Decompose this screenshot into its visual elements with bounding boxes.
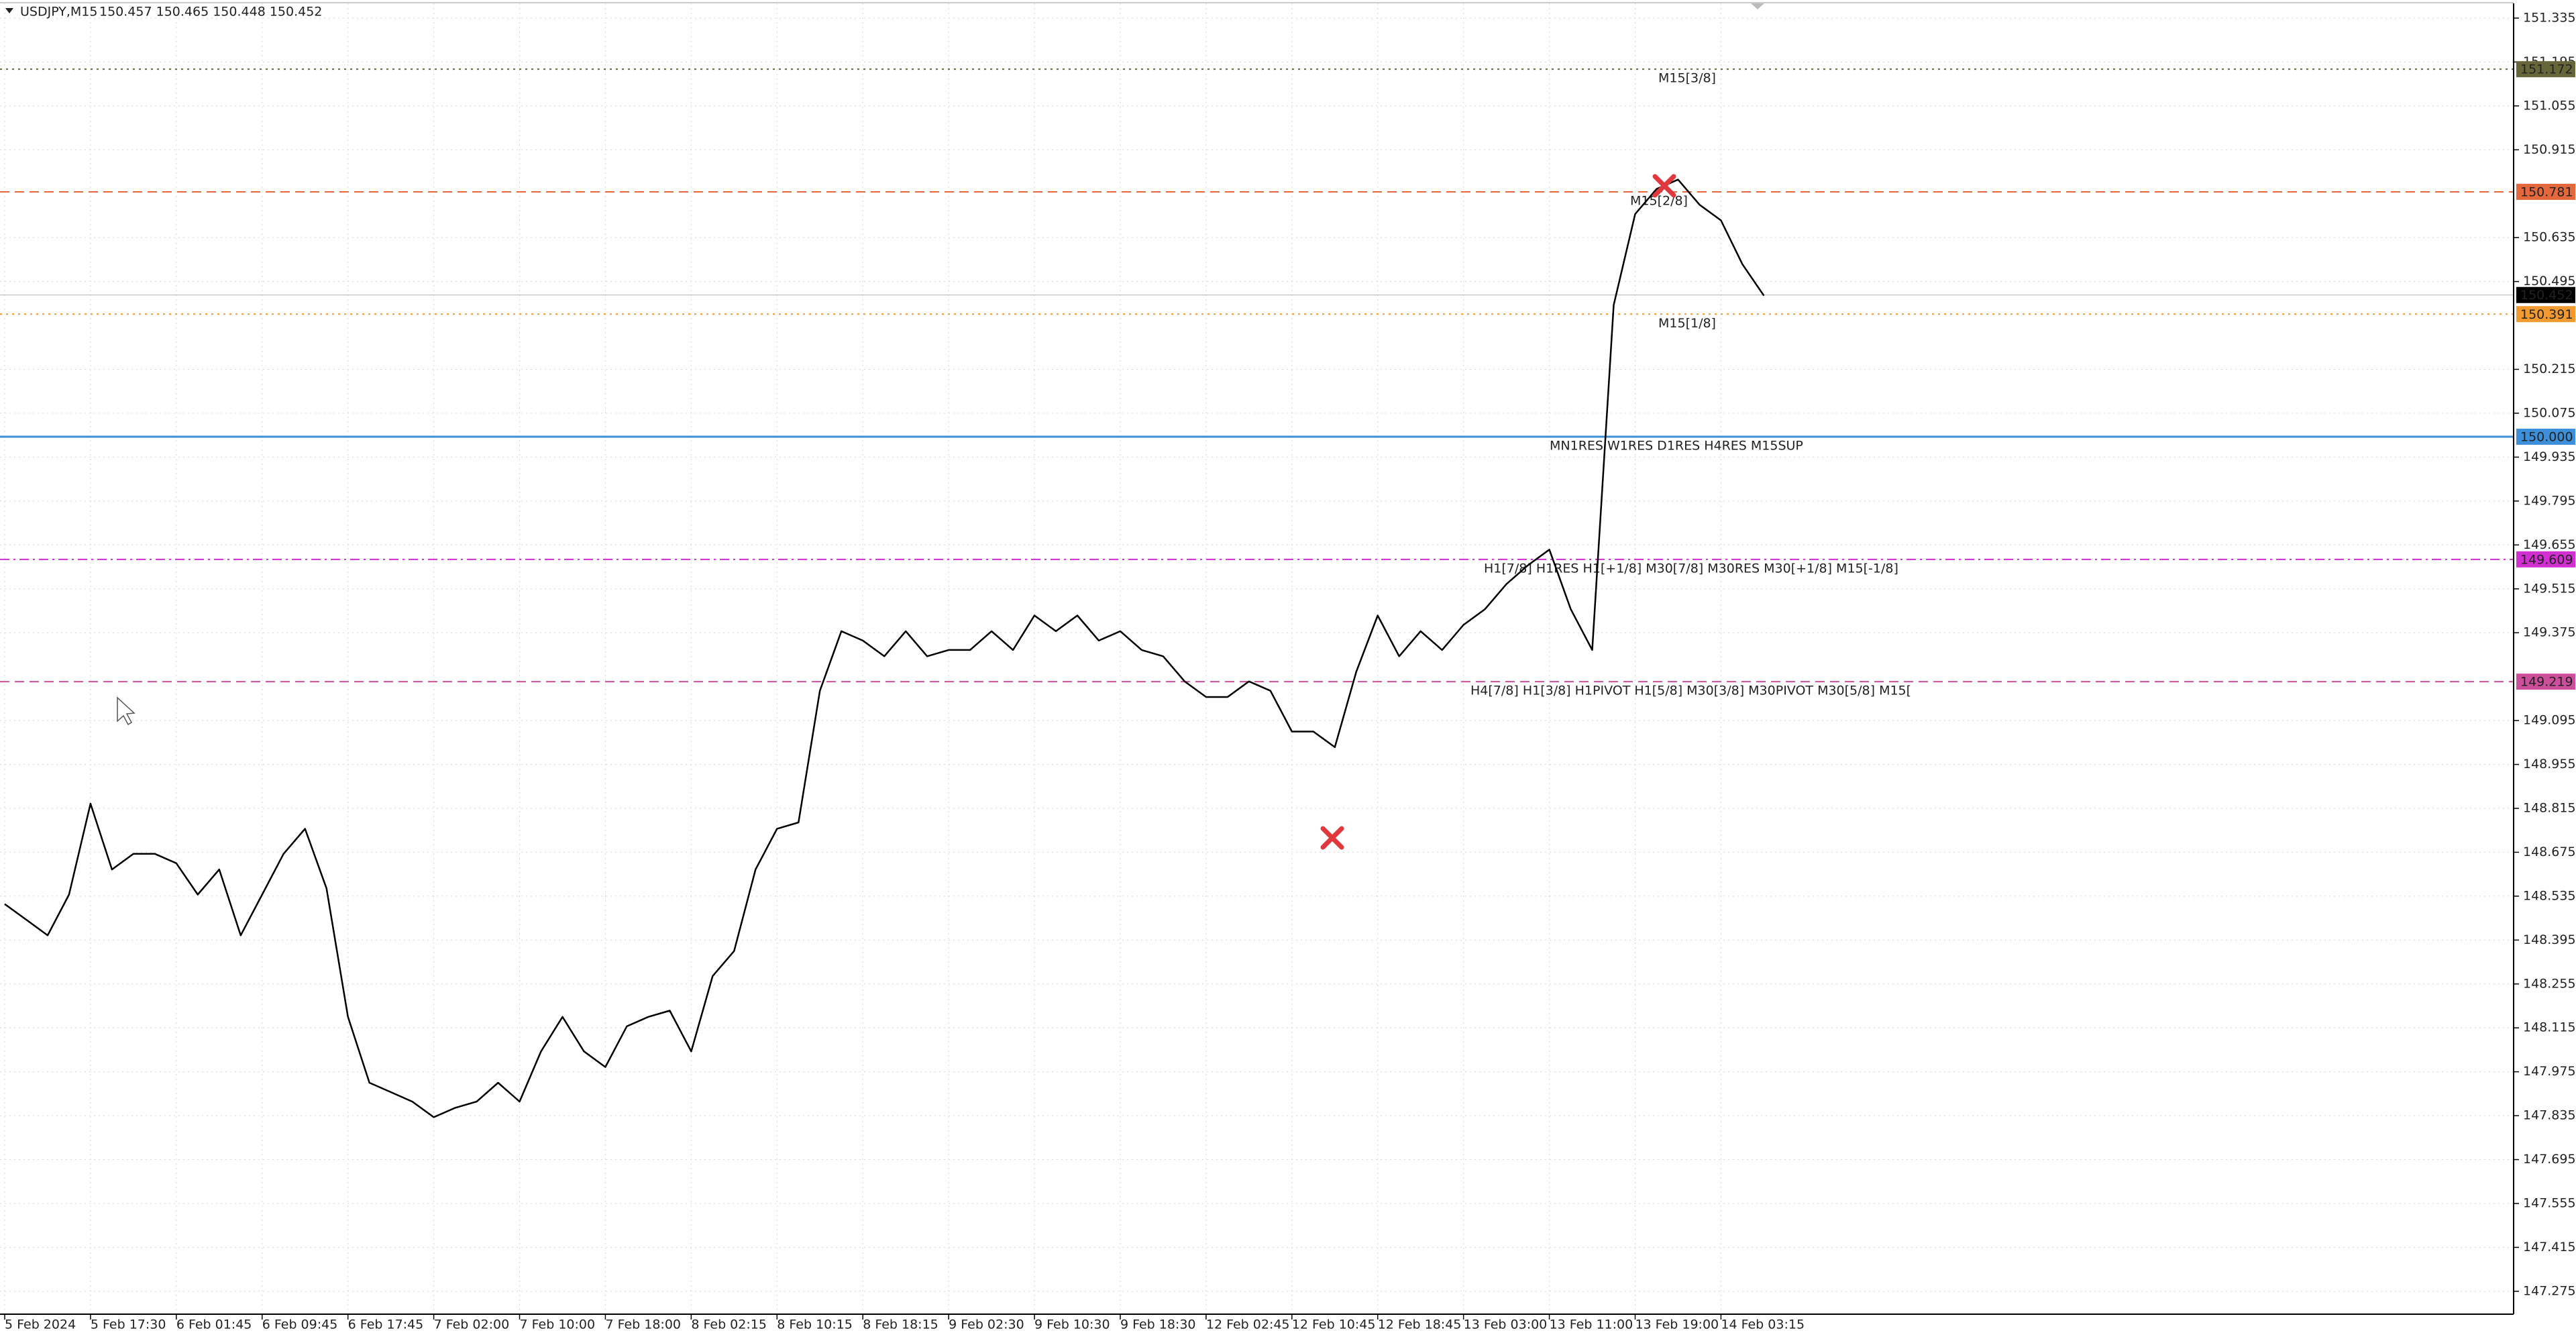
y-tick-label: 149.095 <box>2523 713 2576 728</box>
level-price-box <box>2516 183 2575 200</box>
series <box>4 178 1765 1118</box>
chart-subtitle: 150.457 150.465 150.448 150.452 <box>99 5 322 19</box>
level-name: M15[2/8] <box>1630 193 1688 208</box>
levels: M15[3/8] M15[2/8] M15[1/8] MN1RES W1RES D1R… <box>0 68 2514 698</box>
y-tick-label: 147.835 <box>2523 1108 2576 1123</box>
y-tick-label: 148.395 <box>2523 932 2576 947</box>
y-tick-label: 147.555 <box>2523 1195 2576 1210</box>
y-tick-label: 150.635 <box>2523 230 2576 245</box>
x-tick-label: 12 Feb 10:45 <box>1292 1318 1376 1332</box>
x-tick-label: 7 Feb 02:00 <box>434 1318 510 1332</box>
y-tick-label: 148.955 <box>2523 757 2576 771</box>
symbol-menu-arrow[interactable] <box>5 8 13 13</box>
x-tick-label: 8 Feb 18:15 <box>863 1318 938 1332</box>
level-price-label: 150.781 <box>2520 184 2573 199</box>
level-price-label: 149.609 <box>2520 552 2573 567</box>
y-tick-label: 150.075 <box>2523 405 2576 420</box>
y-tick-label: 149.795 <box>2523 493 2576 508</box>
x-tick-label: 9 Feb 02:30 <box>949 1318 1024 1332</box>
x-tick-label: 8 Feb 10:15 <box>777 1318 853 1332</box>
level-name: M15[1/8] <box>1658 316 1716 331</box>
level-price-label: 151.172 <box>2520 62 2573 77</box>
level-price-label: 150.000 <box>2520 430 2573 445</box>
y-tick-label: 149.655 <box>2523 537 2576 552</box>
x-tick-label: 6 Feb 09:45 <box>262 1318 338 1332</box>
level-name: M15[3/8] <box>1658 71 1716 86</box>
y-tick-label: 149.515 <box>2523 581 2576 596</box>
level-price-box <box>2516 551 2575 568</box>
x-tick-label: 12 Feb 02:45 <box>1206 1318 1290 1332</box>
level-price-label: 149.219 <box>2520 675 2573 690</box>
trade-marker <box>1320 826 1344 850</box>
level-price-box <box>2516 429 2575 445</box>
y-tick-label: 151.335 <box>2523 10 2576 25</box>
level-price-box <box>2516 61 2575 78</box>
last-price-box <box>2516 286 2575 303</box>
y-tick-label: 147.975 <box>2523 1064 2576 1079</box>
y-tick-label: 151.055 <box>2523 98 2576 113</box>
chart-title: USDJPY,M15 <box>20 5 97 19</box>
y-tick-label: 149.935 <box>2523 449 2576 464</box>
x-tick-label: 13 Feb 19:00 <box>1635 1318 1719 1332</box>
x-tick-label: 9 Feb 10:30 <box>1034 1318 1110 1332</box>
trade-marker <box>1652 174 1676 198</box>
y-tick-label: 147.415 <box>2523 1240 2576 1254</box>
level-name: H1[7/8] H1RES H1[+1/8] M30[7/8] M30RES M… <box>1484 561 1898 576</box>
x-tick-label: 7 Feb 18:00 <box>605 1318 681 1332</box>
x-tick-label: 13 Feb 11:00 <box>1550 1318 1633 1332</box>
y-tick-label: 148.535 <box>2523 888 2576 903</box>
shift-marker[interactable] <box>1751 3 1764 9</box>
price-line <box>4 178 1765 1118</box>
x-tick-label: 6 Feb 01:45 <box>176 1318 252 1332</box>
x-tick-label: 9 Feb 18:30 <box>1120 1318 1196 1332</box>
y-tick-label: 150.215 <box>2523 362 2576 376</box>
x-tick-label: 7 Feb 10:00 <box>520 1318 596 1332</box>
y-tick-label: 148.815 <box>2523 800 2576 815</box>
x-tick-label: 5 Feb 2024 <box>5 1318 76 1332</box>
grid <box>0 3 2514 1314</box>
y-tick-label: 148.115 <box>2523 1020 2576 1035</box>
y-tick-label: 147.275 <box>2523 1283 2576 1298</box>
y-tick-label: 147.695 <box>2523 1152 2576 1167</box>
last-price-label: 150.452 <box>2520 288 2573 303</box>
level-name: MN1RES W1RES D1RES H4RES M15SUP <box>1550 439 1803 453</box>
x-tick-label: 13 Feb 03:00 <box>1464 1318 1548 1332</box>
level-price-box <box>2516 306 2575 323</box>
x-tick-label: 6 Feb 17:45 <box>348 1318 424 1332</box>
y-tick-label: 148.675 <box>2523 845 2576 859</box>
y-tick-label: 150.915 <box>2523 142 2576 157</box>
y-tick-label: 148.255 <box>2523 976 2576 991</box>
x-tick-label: 12 Feb 18:45 <box>1378 1318 1462 1332</box>
x-tick-label: 5 Feb 17:30 <box>91 1318 166 1332</box>
level-price-label: 150.391 <box>2520 307 2573 322</box>
x-tick-label: 14 Feb 03:15 <box>1721 1318 1805 1332</box>
mouse-cursor <box>117 696 136 726</box>
x-tick-label: 8 Feb 02:15 <box>691 1318 767 1332</box>
y-tick-label: 149.375 <box>2523 625 2576 640</box>
level-price-box <box>2516 674 2575 690</box>
y-tick-label: 150.495 <box>2523 274 2576 288</box>
level-name: H4[7/8] H1[3/8] H1PIVOT H1[5/8] M30[3/8]… <box>1470 684 1911 698</box>
